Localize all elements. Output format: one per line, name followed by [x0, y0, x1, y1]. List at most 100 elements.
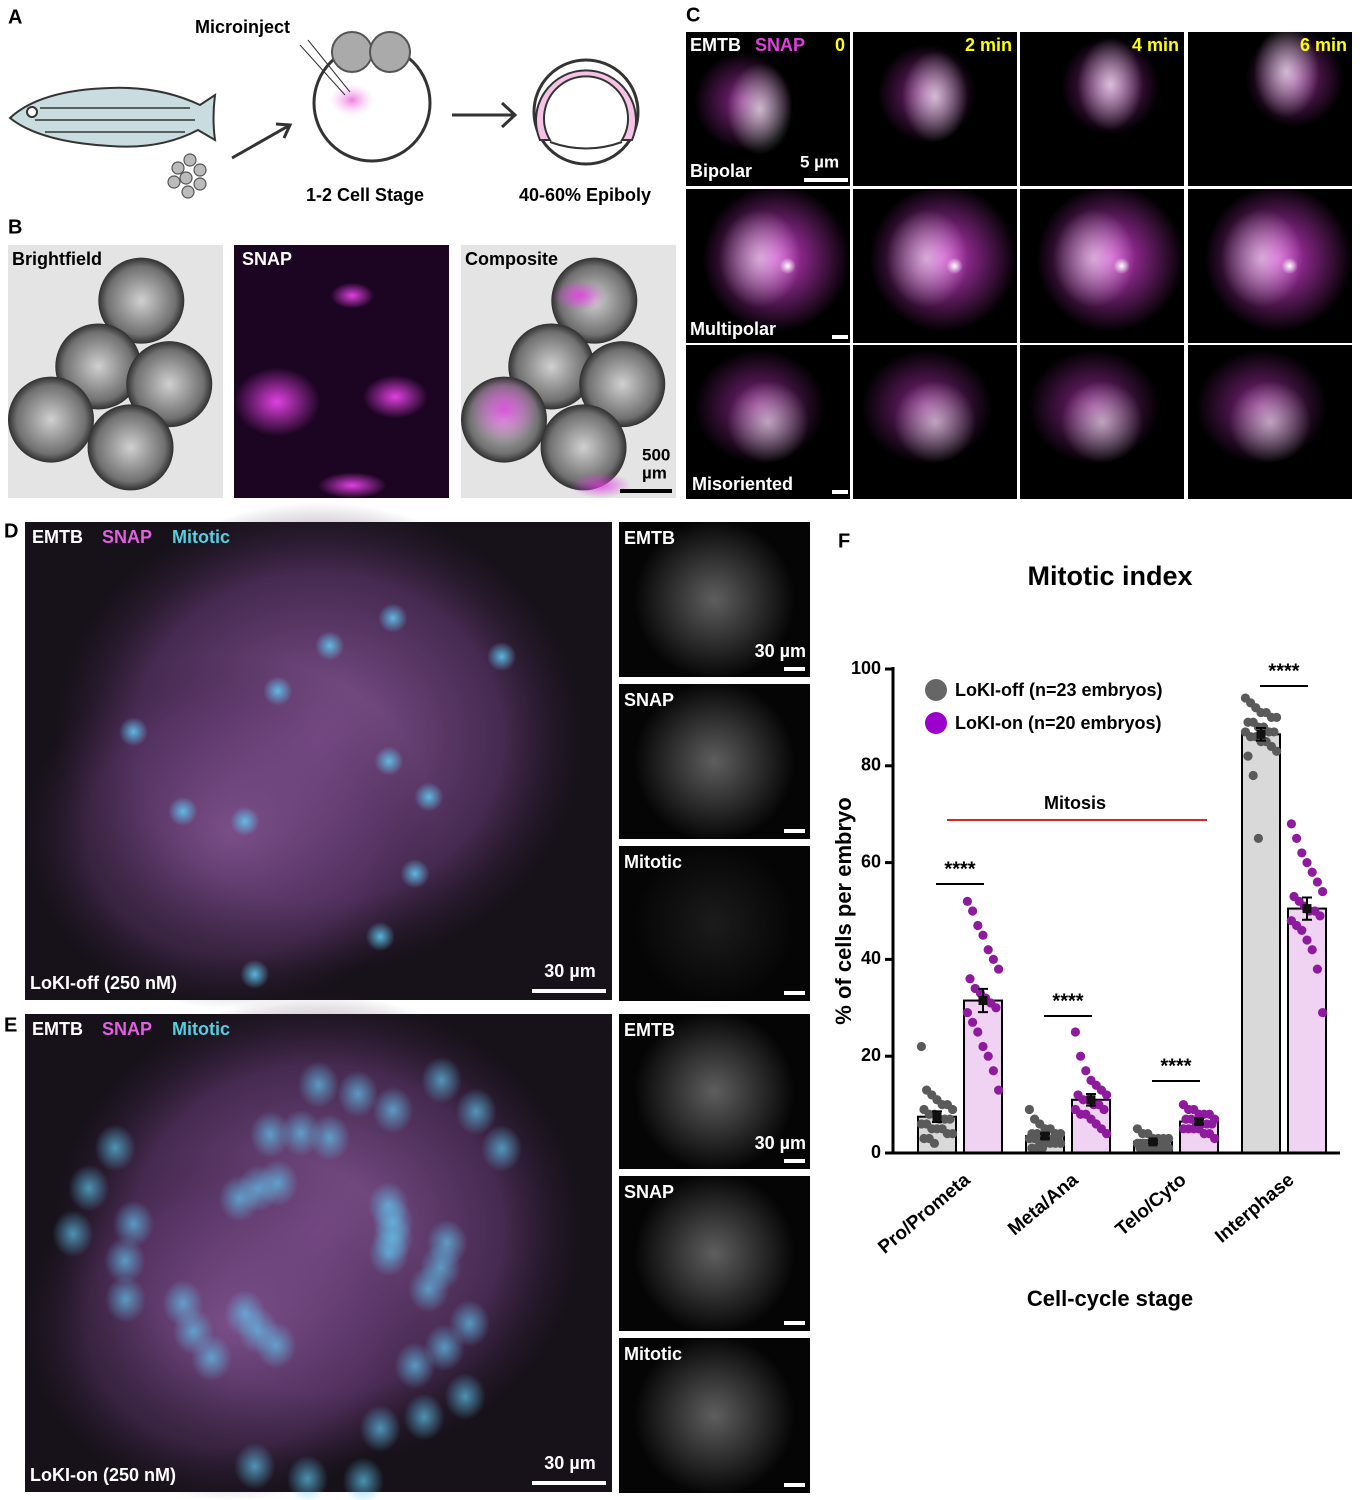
data-point: [1070, 1027, 1080, 1037]
image-feature: [363, 375, 428, 419]
image-feature: [426, 1219, 468, 1267]
image-feature: [540, 404, 627, 491]
mean-marker: [1148, 1137, 1158, 1147]
label: 1-2 Cell Stage: [306, 185, 424, 205]
image-feature: [374, 746, 404, 776]
data-point: [1243, 751, 1253, 761]
micrograph: [1020, 184, 1184, 343]
data-point: [1307, 867, 1317, 877]
label: EMTB: [32, 527, 83, 547]
data-point: [1312, 877, 1322, 887]
x-tick-label: Telo/Cyto: [1112, 1170, 1191, 1241]
label: Bipolar: [690, 161, 752, 181]
mean-marker: [978, 996, 988, 1006]
data-point: [1272, 746, 1282, 756]
yolk-line: [549, 141, 623, 150]
micrograph: [619, 843, 810, 1004]
y-tick-label: 80: [861, 755, 881, 775]
micrograph: [853, 32, 1017, 186]
micrograph: [619, 1011, 810, 1172]
micrograph: [686, 345, 850, 499]
image-feature: [727, 63, 793, 155]
significance: ****: [1268, 660, 1299, 682]
data-point: [1099, 1104, 1109, 1115]
image-feature: [112, 1200, 155, 1248]
image-feature: [400, 858, 430, 889]
image-feature: [263, 676, 293, 706]
label: 0: [835, 35, 845, 55]
image-feature: [52, 1210, 94, 1258]
label: LoKI-off (250 nM): [30, 973, 177, 993]
label: 2 min: [965, 35, 1012, 55]
legend-label: LoKI-on (n=20 embryos): [955, 713, 1162, 733]
image-feature: [1220, 209, 1303, 308]
mean-marker: [1302, 904, 1312, 914]
data-point: [962, 1008, 973, 1018]
mean-marker: [1256, 729, 1266, 739]
image-feature: [105, 1275, 147, 1323]
micrograph: [234, 245, 449, 499]
data-point: [973, 920, 983, 931]
label: 30 µm: [544, 961, 595, 981]
label: 40-60% Epiboly: [519, 185, 651, 205]
image-feature: [190, 1334, 232, 1382]
data-point: [1315, 911, 1325, 921]
data-point: [962, 896, 973, 906]
label: 30 µm: [755, 641, 806, 661]
label: EMTB: [690, 35, 741, 55]
image-feature: [280, 1109, 322, 1157]
image-feature: [378, 603, 408, 633]
image-feature: [337, 1070, 379, 1118]
label: C: [686, 4, 700, 26]
mean-marker: [1086, 1095, 1096, 1105]
image-feature: [487, 641, 517, 672]
label: SNAP: [242, 249, 292, 269]
data-point: [929, 1138, 940, 1148]
x-tick-label: Pro/Prometa: [874, 1169, 974, 1258]
panel-a-illustration: [8, 31, 640, 199]
data-point: [973, 1027, 983, 1037]
image-feature: [249, 1110, 291, 1158]
image-feature: [455, 1088, 497, 1136]
data-point: [968, 906, 978, 916]
y-tick-label: 100: [851, 658, 881, 678]
data-point: [968, 1017, 978, 1027]
data-point: [965, 974, 975, 984]
image-feature: [87, 404, 174, 491]
image-feature: [218, 1175, 260, 1223]
micrograph: [619, 1173, 810, 1334]
image-feature: [1281, 257, 1298, 275]
label: SNAP: [102, 1019, 152, 1039]
image-feature: [779, 257, 796, 275]
label: SNAP: [102, 527, 152, 547]
label: LoKI-on (250 nM): [30, 1465, 176, 1485]
micrograph: [1188, 26, 1352, 186]
image-feature: [634, 1011, 795, 1172]
micrograph: [1188, 345, 1352, 499]
injection: [330, 84, 374, 116]
data-point: [1318, 887, 1328, 897]
data-point: [916, 1041, 927, 1052]
micrograph: [686, 184, 850, 343]
image-feature: [570, 472, 631, 499]
image-feature: [315, 631, 345, 661]
label: Brightfield: [12, 249, 102, 269]
data-point: [945, 1114, 955, 1124]
data-point: [1307, 945, 1317, 955]
x-axis-label: Cell-cycle stage: [1027, 1286, 1193, 1311]
image-feature: [126, 341, 213, 428]
label: E: [4, 1014, 17, 1036]
data-point: [948, 1104, 958, 1115]
data-point: [1102, 1129, 1112, 1139]
data-point: [1076, 1051, 1086, 1061]
data-point: [948, 1129, 958, 1139]
mean-marker: [1194, 1117, 1204, 1127]
fish: [8, 86, 217, 148]
data-point: [1286, 819, 1296, 829]
image-feature: [634, 519, 795, 680]
image-feature: [902, 50, 968, 143]
fish-stripes: [35, 107, 195, 133]
micrograph: [25, 502, 612, 1009]
data-point: [1210, 1133, 1220, 1144]
